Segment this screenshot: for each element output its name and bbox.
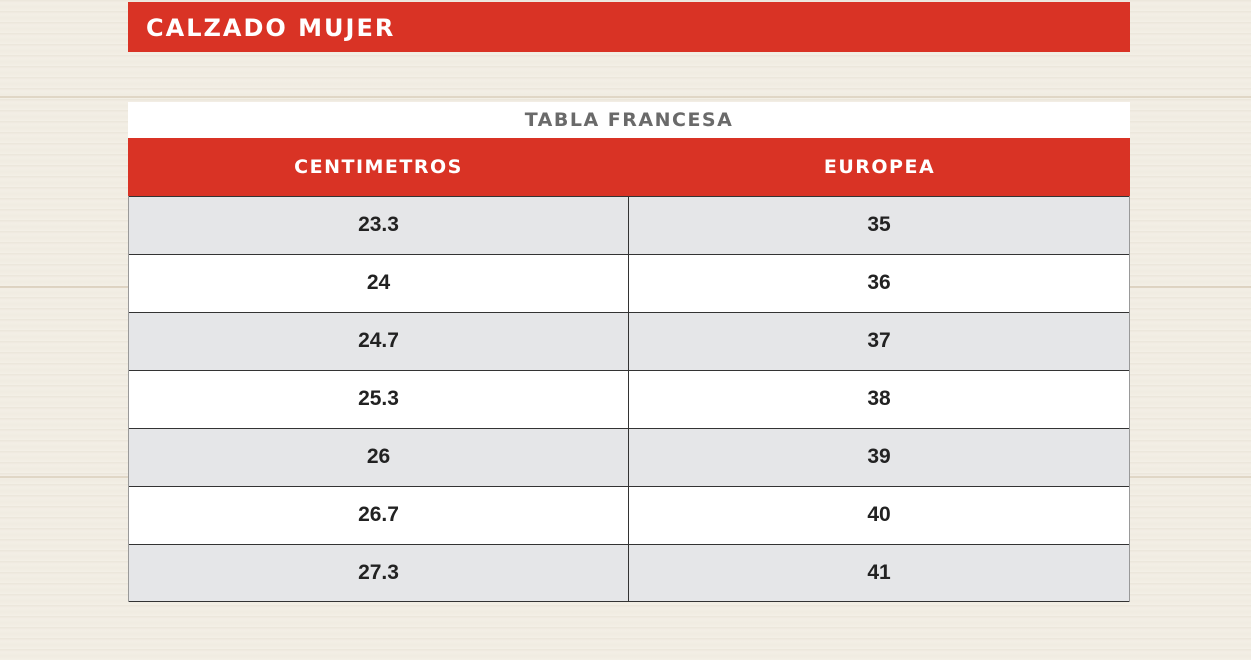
table-row: 26 39 (129, 428, 1129, 486)
title-banner: CALZADO MUJER (128, 2, 1130, 52)
table-header: CENTIMETROS EUROPEA (128, 138, 1130, 196)
table-row: 24.7 37 (129, 312, 1129, 370)
cell-europea: 37 (867, 329, 891, 352)
table-row: 25.3 38 (129, 370, 1129, 428)
cell-centimetros: 25.3 (129, 371, 629, 428)
cell-centimetros: 26 (129, 429, 629, 486)
table-body: 23.3 35 24 36 24.7 37 25.3 38 26 39 26.7 40 27.3 41 (128, 196, 1130, 602)
column-header: CENTIMETROS (294, 156, 463, 178)
table-row: 24 36 (129, 254, 1129, 312)
cell-europea: 41 (867, 561, 891, 584)
table-row: 26.7 40 (129, 486, 1129, 544)
table-row: 23.3 35 (129, 196, 1129, 254)
size-table: TABLA FRANCESA CENTIMETROS EUROPEA 23.3 3… (128, 102, 1130, 602)
cell-centimetros: 27.3 (129, 545, 629, 601)
cell-europea: 39 (867, 445, 891, 468)
cell-europea: 40 (867, 503, 891, 526)
cell-europea: 38 (867, 387, 891, 410)
cell-centimetros: 23.3 (129, 197, 629, 254)
cell-centimetros: 24.7 (129, 313, 629, 370)
cell-centimetros: 24 (129, 255, 629, 312)
table-row: 27.3 41 (129, 544, 1129, 602)
cell-centimetros: 26.7 (129, 487, 629, 544)
cell-europea: 36 (867, 271, 891, 294)
table-caption: TABLA FRANCESA (128, 102, 1130, 138)
page-title: CALZADO MUJER (146, 14, 396, 42)
cell-europea: 35 (867, 213, 891, 236)
column-header: EUROPEA (823, 156, 936, 178)
